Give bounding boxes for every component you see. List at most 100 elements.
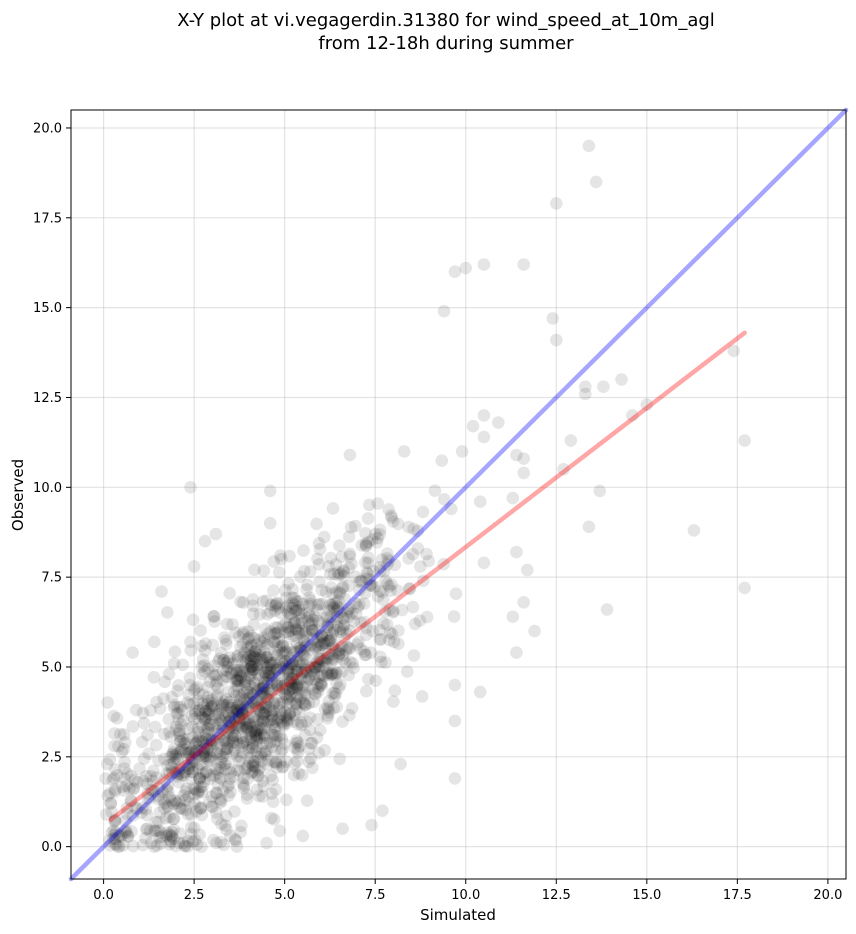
scatter-point bbox=[136, 774, 150, 788]
scatter-point bbox=[288, 708, 302, 722]
scatter-point bbox=[198, 745, 211, 759]
scatter-point bbox=[333, 539, 346, 552]
scatter-point bbox=[108, 785, 122, 798]
scatter-point bbox=[191, 722, 205, 735]
scatter-point bbox=[262, 683, 276, 696]
scatter-point bbox=[256, 701, 270, 715]
scatter-point bbox=[150, 771, 163, 784]
scatter-point bbox=[187, 560, 201, 573]
scatter-point bbox=[312, 640, 326, 654]
scatter-point bbox=[216, 750, 229, 764]
scatter-point bbox=[251, 729, 264, 743]
scatter-point bbox=[247, 758, 260, 772]
scatter-point bbox=[216, 784, 230, 797]
scatter-point bbox=[293, 739, 307, 753]
scatter-point bbox=[313, 723, 327, 737]
scatter-point bbox=[162, 828, 176, 841]
scatter-point bbox=[176, 802, 189, 815]
scatter-point bbox=[332, 681, 346, 695]
scatter-point bbox=[254, 750, 268, 763]
scatter-point bbox=[333, 643, 346, 657]
scatter-point bbox=[200, 732, 213, 746]
scatter-point bbox=[179, 746, 192, 759]
scatter-point bbox=[323, 598, 337, 612]
scatter-point bbox=[211, 717, 225, 731]
scatter-point bbox=[223, 778, 236, 791]
scatter-point bbox=[204, 737, 218, 751]
scatter-point bbox=[386, 606, 400, 619]
scatter-point bbox=[215, 794, 228, 807]
scatter-point bbox=[343, 547, 357, 561]
scatter-point bbox=[229, 689, 243, 703]
scatter-point bbox=[229, 674, 242, 688]
scatter-point bbox=[387, 695, 400, 708]
scatter-point bbox=[246, 663, 259, 677]
scatter-point bbox=[447, 610, 461, 623]
scatter-point bbox=[171, 684, 184, 698]
scatter-point bbox=[302, 672, 316, 685]
scatter-point bbox=[261, 650, 274, 664]
scatter-point bbox=[183, 698, 197, 711]
scatter-point bbox=[100, 757, 114, 771]
scatter-point bbox=[315, 638, 328, 651]
scatter-point bbox=[241, 760, 255, 773]
scatter-point bbox=[184, 635, 197, 649]
scatter-point bbox=[181, 808, 195, 821]
scatter-point bbox=[359, 539, 373, 553]
scatter-point bbox=[270, 678, 284, 692]
scatter-point bbox=[579, 380, 592, 394]
scatter-point bbox=[298, 662, 311, 675]
scatter-point bbox=[269, 693, 282, 706]
scatter-point bbox=[295, 613, 309, 626]
scatter-point bbox=[228, 743, 241, 757]
scatter-point bbox=[148, 840, 161, 853]
scatter-point bbox=[292, 603, 306, 617]
scatter-point bbox=[373, 560, 387, 574]
scatter-point bbox=[344, 521, 358, 534]
scatter-point bbox=[307, 667, 321, 681]
scatter-point bbox=[113, 840, 126, 853]
scatter-point bbox=[334, 567, 347, 581]
scatter-point bbox=[160, 829, 173, 843]
scatter-point bbox=[306, 683, 320, 697]
scatter-point bbox=[343, 602, 356, 616]
scatter-point bbox=[125, 825, 138, 838]
scatter-point bbox=[266, 773, 280, 787]
scatter-point bbox=[231, 738, 245, 751]
x-tick-label: 5.0 bbox=[274, 888, 295, 903]
scatter-point bbox=[311, 635, 324, 649]
scatter-point bbox=[321, 620, 335, 634]
scatter-point bbox=[286, 655, 299, 668]
scatter-point bbox=[279, 655, 293, 668]
scatter-point bbox=[336, 653, 350, 666]
scatter-point bbox=[243, 654, 257, 667]
scatter-point bbox=[211, 727, 225, 740]
scatter-point bbox=[284, 688, 297, 701]
scatter-point bbox=[268, 636, 281, 649]
scatter-point bbox=[402, 582, 416, 595]
scatter-point bbox=[191, 762, 205, 775]
scatter-point bbox=[274, 704, 287, 718]
scatter-point bbox=[258, 646, 271, 659]
scatter-point bbox=[236, 627, 250, 641]
scatter-point bbox=[219, 710, 232, 723]
scatter-point bbox=[269, 715, 282, 728]
scatter-point bbox=[158, 752, 171, 766]
scatter-point bbox=[222, 789, 235, 802]
scatter-point bbox=[243, 751, 257, 764]
scatter-point bbox=[139, 831, 152, 845]
y-tick-label: 15.0 bbox=[33, 301, 62, 316]
scatter-point bbox=[397, 445, 411, 458]
scatter-point bbox=[223, 714, 236, 727]
scatter-point bbox=[233, 664, 246, 677]
scatter-point bbox=[274, 661, 288, 674]
scatter-point bbox=[201, 707, 215, 720]
scatter-point bbox=[343, 641, 356, 655]
scatter-point bbox=[152, 824, 165, 837]
scatter-point bbox=[240, 640, 253, 653]
scatter-point bbox=[199, 765, 213, 779]
scatter-point bbox=[274, 552, 288, 566]
scatter-point bbox=[188, 745, 202, 758]
scatter-point bbox=[283, 675, 297, 689]
scatter-point bbox=[336, 581, 349, 595]
